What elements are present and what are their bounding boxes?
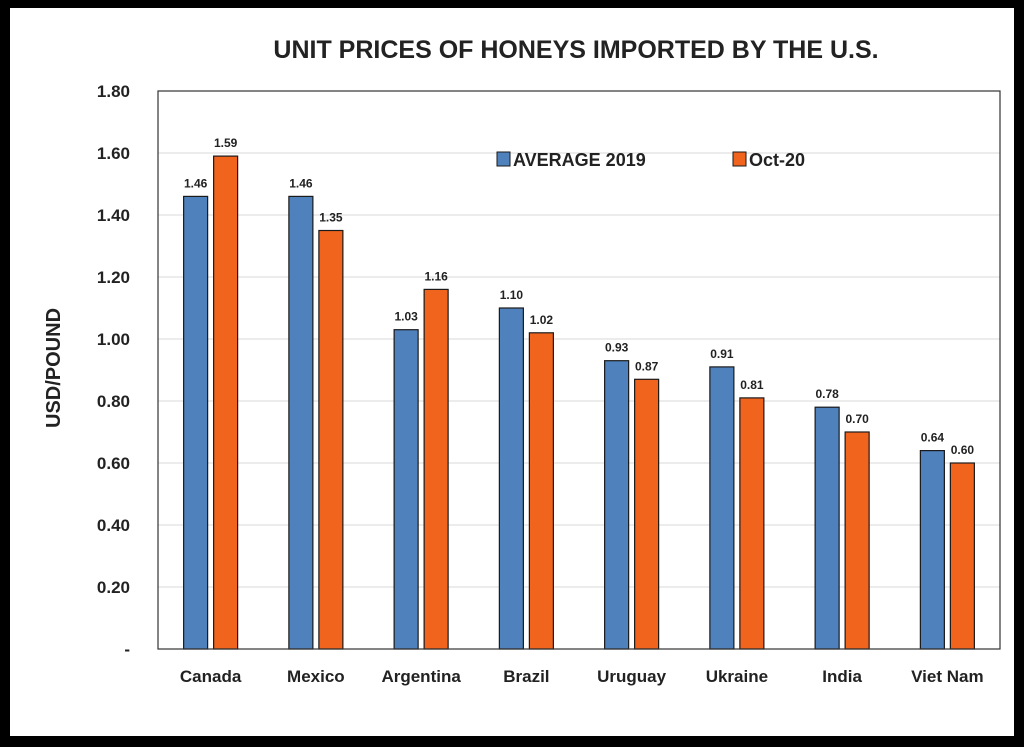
data-label: 1.10 — [500, 288, 524, 302]
y-tick-label: 0.80 — [97, 392, 130, 411]
bar-avg-2019 — [919, 450, 945, 650]
chart-frame: UNIT PRICES OF HONEYS IMPORTED BY THE U.… — [10, 8, 1014, 736]
bar-oct-20 — [949, 462, 975, 650]
x-tick-label: Mexico — [287, 667, 345, 686]
data-label: 0.87 — [635, 359, 659, 373]
data-label: 1.16 — [424, 269, 448, 283]
gridlines — [158, 152, 1000, 588]
bar-oct-20 — [318, 229, 344, 650]
axes: - 0.20 0.40 0.60 0.80 1.00 1.20 1.40 1.60 1.80 Can… — [97, 82, 1001, 686]
legend-swatch — [496, 151, 511, 167]
data-label: 0.81 — [740, 378, 764, 392]
bar-oct-20 — [634, 378, 660, 650]
y-axis-label: USD/POUND — [43, 308, 65, 428]
legend: AVERAGE 2019 Oct-20 — [496, 150, 805, 170]
bar-avg-2019 — [604, 360, 630, 650]
bar-avg-2019 — [393, 329, 419, 650]
y-tick-label: 1.40 — [97, 206, 130, 225]
y-tick-label: 0.40 — [97, 516, 130, 535]
data-label: 0.93 — [605, 341, 629, 355]
y-tick-label: 0.60 — [97, 454, 130, 473]
legend-label: AVERAGE 2019 — [513, 150, 646, 170]
data-label: 1.03 — [394, 310, 418, 324]
data-label: 1.46 — [184, 176, 208, 190]
data-label: 1.35 — [319, 211, 343, 225]
bar-oct-20 — [739, 397, 765, 650]
x-tick-label: India — [822, 667, 862, 686]
bars: 1.46 1.59 1.46 1.35 1.03 1.16 1.10 1.02 0.93 0.87… — [183, 136, 975, 650]
chart-title: UNIT PRICES OF HONEYS IMPORTED BY THE U.… — [273, 36, 878, 64]
bar-avg-2019 — [183, 195, 209, 650]
bar-avg-2019 — [814, 406, 840, 650]
data-label: 1.46 — [289, 176, 313, 190]
data-label: 1.59 — [214, 136, 238, 150]
data-label: 0.91 — [710, 347, 734, 361]
legend-label: Oct-20 — [749, 150, 805, 170]
legend-swatch — [732, 151, 747, 167]
y-tick-label: 1.60 — [97, 144, 130, 163]
y-tick-label: 0.20 — [97, 578, 130, 597]
data-label: 0.78 — [815, 387, 839, 401]
x-tick-label: Brazil — [503, 667, 549, 686]
y-tick-label: - — [124, 640, 130, 659]
bar-chart: UNIT PRICES OF HONEYS IMPORTED BY THE U.… — [43, 36, 1001, 686]
y-tick-label: 1.00 — [97, 330, 130, 349]
x-tick-label: Argentina — [381, 667, 461, 686]
bar-avg-2019 — [709, 366, 735, 650]
x-tick-label: Canada — [180, 667, 242, 686]
y-tick-label: 1.80 — [97, 82, 130, 101]
bar-avg-2019 — [288, 195, 314, 650]
x-tick-label: Viet Nam — [911, 667, 983, 686]
data-label: 0.64 — [921, 431, 945, 445]
bar-oct-20 — [844, 431, 870, 650]
data-label: 1.02 — [530, 313, 554, 327]
bar-oct-20 — [528, 332, 554, 650]
bar-oct-20 — [213, 155, 239, 650]
y-tick-label: 1.20 — [97, 268, 130, 287]
data-label: 0.60 — [951, 443, 975, 457]
plot-border — [157, 90, 1001, 650]
data-label: 0.70 — [845, 412, 869, 426]
bar-oct-20 — [423, 288, 449, 650]
x-tick-label: Ukraine — [706, 667, 768, 686]
x-tick-label: Uruguay — [597, 667, 667, 686]
bar-avg-2019 — [498, 307, 524, 650]
